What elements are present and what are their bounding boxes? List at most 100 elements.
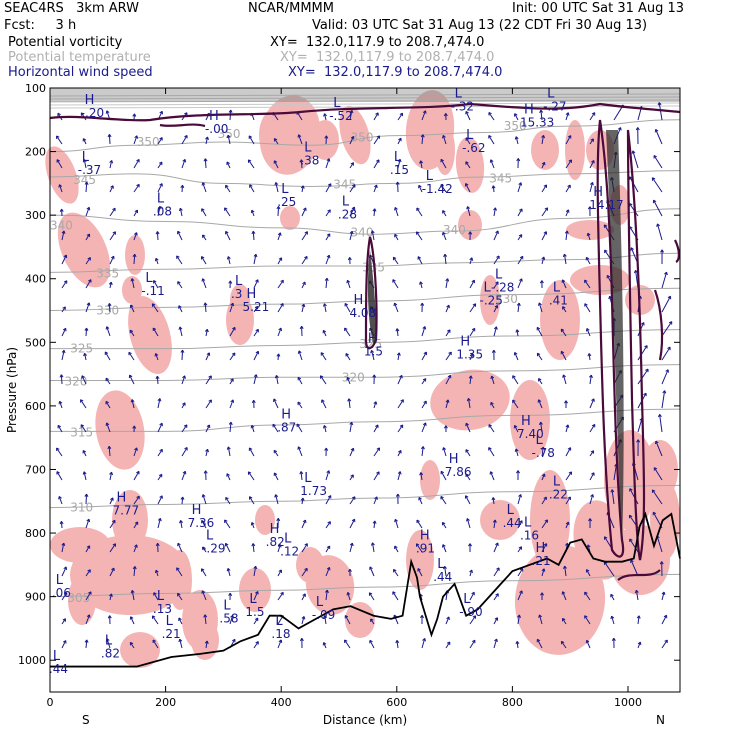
pv-shade-patch (480, 500, 520, 540)
wind-vector-head (176, 255, 180, 259)
wind-vector (465, 473, 471, 481)
wind-vector (349, 184, 356, 193)
wind-vector-head (491, 185, 496, 189)
wind-vector (178, 617, 183, 625)
wind-vector-head (201, 256, 205, 260)
wind-vector (106, 326, 111, 337)
wind-vector (397, 112, 403, 121)
wind-vector-head (519, 590, 523, 594)
wind-vector-head (539, 280, 544, 284)
wind-vector-head (105, 422, 110, 426)
wind-vector-head (63, 592, 68, 596)
wind-vector-head (273, 160, 278, 164)
wind-vector (133, 544, 138, 553)
wind-vector-head (277, 232, 282, 236)
wind-vector (541, 231, 547, 241)
wind-vector (109, 231, 116, 241)
wind-vector-head (180, 496, 185, 500)
wind-vector (491, 375, 495, 385)
wind-vector-head (59, 208, 64, 212)
wind-vector (656, 535, 663, 553)
wind-vector (653, 155, 663, 169)
wind-vector-head (177, 542, 181, 547)
wind-vector-head (494, 617, 499, 621)
wind-vector-head (442, 135, 446, 139)
wind-vector (56, 471, 63, 481)
extremum-value: .3 (231, 287, 242, 301)
wind-vector-head (543, 496, 547, 501)
wind-vector (205, 375, 212, 385)
wind-vector-head (134, 447, 138, 451)
extremum-marker: H (460, 334, 470, 349)
wind-vector-head (58, 400, 63, 405)
wind-vector (349, 422, 353, 433)
wind-vector-head (205, 136, 209, 140)
wind-vector (373, 208, 376, 217)
extremum-marker: L (553, 474, 561, 489)
wind-vector (320, 375, 327, 385)
wind-vector-head (654, 128, 659, 133)
wind-vector-head (519, 208, 523, 212)
wind-vector-head (656, 223, 660, 227)
wind-vector-head (652, 199, 657, 204)
wind-vector (176, 567, 183, 577)
wind-vector (133, 209, 138, 217)
wind-vector-head (349, 230, 354, 235)
extremum-marker: L (426, 169, 434, 184)
wind-vector (561, 640, 567, 649)
extremum-marker: L (304, 141, 312, 156)
wind-vector (344, 303, 351, 313)
theta-contour-label: 340 (351, 225, 374, 239)
wind-vector (488, 424, 495, 433)
wind-vector (181, 402, 186, 409)
wind-vector-head (300, 497, 305, 501)
wind-vector-head (182, 402, 186, 406)
wind-vector-head (652, 511, 657, 516)
wind-vector-head (301, 616, 306, 620)
wind-vector-head (82, 450, 87, 454)
wind-vector (252, 543, 255, 553)
wind-vector (349, 206, 355, 217)
wind-vector (397, 471, 401, 481)
wind-vector (128, 351, 135, 361)
wind-vector (325, 470, 330, 481)
wind-vector-head (134, 232, 138, 236)
wind-vector-head (325, 589, 329, 594)
wind-vector-head (273, 138, 278, 142)
x-tick-label: 400 (271, 696, 292, 709)
wind-vector (152, 639, 159, 649)
wind-vector-head (180, 184, 185, 189)
wind-vector-head (130, 278, 135, 282)
wind-vector (247, 471, 255, 481)
extremum-value: 14.17 (589, 198, 623, 212)
wind-vector (420, 472, 423, 481)
extremum-marker: L (394, 150, 402, 165)
wind-vector (586, 569, 591, 577)
wind-vector-head (372, 520, 377, 524)
wind-vector-head (568, 159, 573, 163)
wind-vector (465, 495, 471, 505)
wind-vector-head (488, 424, 492, 428)
pv-shade-patch (239, 568, 271, 612)
wind-vector-head (230, 399, 235, 403)
wind-vector-head (668, 321, 673, 325)
wind-vector-head (304, 543, 308, 547)
wind-vector-head (274, 182, 279, 186)
terrain-line (50, 511, 681, 668)
wind-vector-head (441, 231, 446, 236)
wind-vector-head (536, 638, 541, 643)
wind-vector (584, 615, 591, 625)
wind-vector (205, 640, 208, 649)
wind-vector (488, 447, 495, 457)
wind-vector (104, 351, 111, 361)
wind-vector-head (136, 470, 140, 475)
wind-vector-head (617, 127, 622, 131)
wind-vector (109, 207, 116, 217)
theta-contour (49, 208, 681, 235)
wind-vector-head (204, 640, 209, 644)
wind-vector-head (151, 303, 156, 307)
wind-vector (249, 184, 255, 193)
wind-vector-head (154, 353, 159, 357)
wind-vector (82, 450, 87, 457)
wind-vector (661, 321, 673, 337)
